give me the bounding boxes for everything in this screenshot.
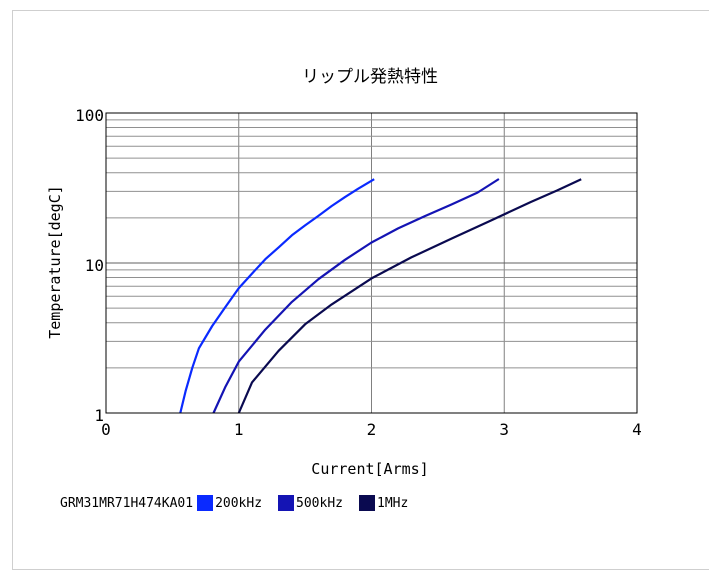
legend-model-label: GRM31MR71H474KA01 xyxy=(60,496,193,511)
legend-label-200khz: 200kHz xyxy=(215,496,262,511)
x-tick-label: 3 xyxy=(499,420,509,439)
legend-label-1mhz: 1MHz xyxy=(377,496,408,511)
legend-swatch-500khz xyxy=(278,495,294,511)
y-tick-label: 1 xyxy=(94,406,104,425)
legend-swatch-1mhz xyxy=(359,495,375,511)
y-axis-label: Temperature[degC] xyxy=(46,185,64,339)
y-tick-label: 100 xyxy=(75,106,104,125)
x-axis-label: Current[Arms] xyxy=(311,460,428,478)
legend-item-1mhz: 1MHz xyxy=(359,495,408,511)
legend-label-500khz: 500kHz xyxy=(296,496,343,511)
grid xyxy=(106,113,637,413)
legend-item-200khz: 200kHz xyxy=(197,495,262,511)
x-tick-label: 2 xyxy=(367,420,377,439)
chart-title: リップル発熱特性 xyxy=(302,67,438,87)
legend-item-500khz: 500kHz xyxy=(278,495,343,511)
x-tick-label: 4 xyxy=(632,420,642,439)
legend: GRM31MR71H474KA01 200kHz 500kHz 1MHz xyxy=(60,495,424,511)
y-tick-label: 10 xyxy=(85,256,104,275)
legend-swatch-200khz xyxy=(197,495,213,511)
x-tick-label: 1 xyxy=(234,420,244,439)
